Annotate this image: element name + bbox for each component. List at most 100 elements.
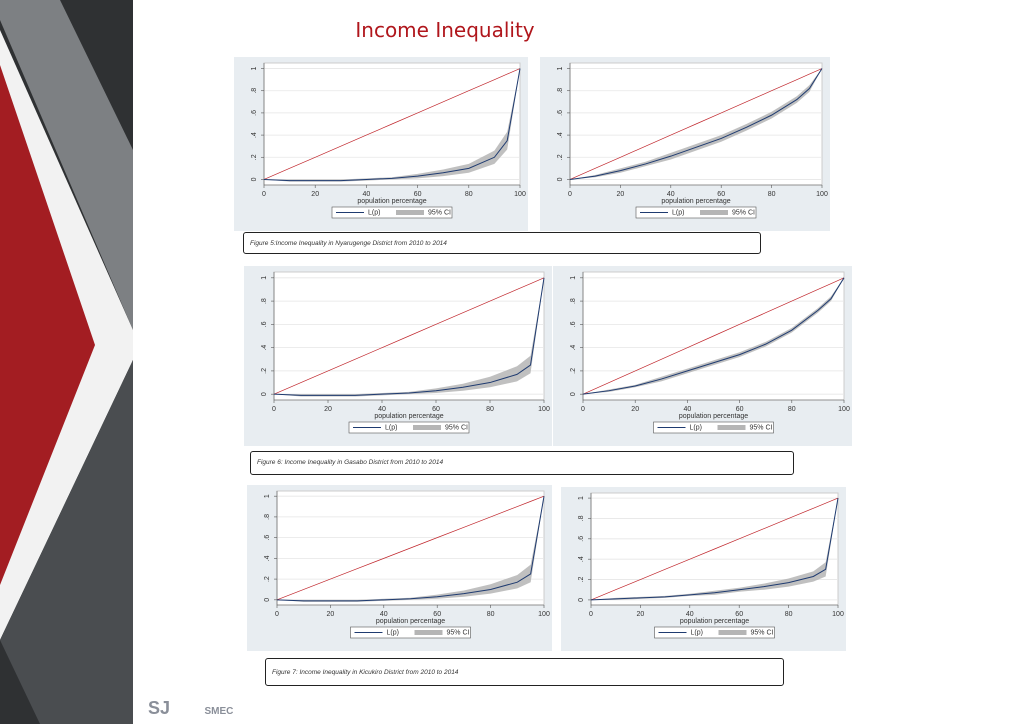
x-tick-label: 20 <box>327 611 335 618</box>
line <box>263 68 521 182</box>
line <box>590 497 839 601</box>
x-tick-label: 60 <box>717 191 725 198</box>
y-tick-label: 0 <box>578 598 585 602</box>
y-tick-label: .6 <box>570 321 577 327</box>
figure-caption: Figure 6: Income Inequality in Gasabo Di… <box>250 451 794 475</box>
x-tick-label: 60 <box>432 406 440 413</box>
logo: SJ SMEC <box>148 698 233 719</box>
legend-label: 95% CI <box>428 209 451 216</box>
x-tick-label: 0 <box>272 406 276 413</box>
x-tick-label: 20 <box>311 191 319 198</box>
y-tick-label: .2 <box>264 576 271 582</box>
figure-caption: Figure 5:Income Inequality in Nyarugenge… <box>243 232 761 254</box>
x-tick-label: 100 <box>514 191 526 198</box>
line <box>276 495 545 601</box>
legend-label: 95% CI <box>751 629 774 636</box>
y-tick-label: .8 <box>261 298 268 304</box>
chart: 0 .2 .4 .6 .8 1 0 20 40 60 80 100 population percent… <box>247 485 552 651</box>
x-axis-label: population percentage <box>679 413 748 420</box>
legend-swatch <box>413 425 441 430</box>
chart: 0 .2 .4 .6 .8 1 0 20 40 60 80 100 population percent… <box>540 57 830 231</box>
x-tick-label: 20 <box>637 611 645 618</box>
x-tick-label: 0 <box>568 191 572 198</box>
x-tick-label: 80 <box>768 191 776 198</box>
y-tick-label: 0 <box>570 392 577 396</box>
y-tick-label: 1 <box>261 276 268 280</box>
x-tick-label: 40 <box>363 191 371 198</box>
slide-title: Income Inequality <box>355 18 535 42</box>
x-tick-label: 100 <box>816 191 828 198</box>
line <box>569 68 823 180</box>
legend <box>635 206 757 219</box>
y-tick-label: 0 <box>557 177 564 181</box>
y-tick-label: .2 <box>557 154 564 160</box>
x-tick-label: 80 <box>785 611 793 618</box>
y-tick-label: .8 <box>251 88 258 94</box>
line <box>569 68 823 180</box>
y-tick-label: 0 <box>261 392 268 396</box>
x-tick-label: 100 <box>538 611 550 618</box>
y-tick-label: .2 <box>578 577 585 583</box>
x-axis-label: population percentage <box>374 413 443 420</box>
y-tick-label: .8 <box>557 88 564 94</box>
y-tick-label: 1 <box>570 276 577 280</box>
line <box>582 277 845 395</box>
legend-label: L(p) <box>368 209 380 216</box>
line <box>590 498 839 601</box>
line <box>276 496 545 602</box>
y-tick-label: .2 <box>570 368 577 374</box>
line <box>273 277 545 396</box>
y-tick-label: .8 <box>578 515 585 521</box>
x-tick-label: 0 <box>262 191 266 198</box>
x-tick-label: 60 <box>433 611 441 618</box>
x-tick-label: 0 <box>275 611 279 618</box>
x-tick-label: 20 <box>631 406 639 413</box>
x-tick-label: 100 <box>832 611 844 618</box>
y-tick-label: .4 <box>557 132 564 138</box>
y-tick-label: 1 <box>557 66 564 70</box>
y-tick-label: .4 <box>570 345 577 351</box>
y-tick-label: 0 <box>264 598 271 602</box>
chart: 0 .2 .4 .6 .8 1 0 20 40 60 80 100 population percent… <box>553 266 852 446</box>
x-tick-label: 80 <box>487 611 495 618</box>
x-tick-label: 40 <box>667 191 675 198</box>
legend <box>653 421 774 434</box>
line <box>263 68 521 180</box>
logo-left: SJ <box>148 698 171 718</box>
x-tick-label: 20 <box>324 406 332 413</box>
legend-swatch <box>414 630 443 635</box>
line <box>273 277 545 395</box>
y-tick-label: .2 <box>261 368 268 374</box>
x-tick-label: 40 <box>378 406 386 413</box>
x-tick-label: 40 <box>380 611 388 618</box>
x-axis-label: population percentage <box>357 198 426 205</box>
x-tick-label: 80 <box>465 191 473 198</box>
chart: 0 .2 .4 .6 .8 1 0 20 40 60 80 100 population percent… <box>244 266 552 446</box>
chart: 0 .2 .4 .6 .8 1 0 20 40 60 80 100 population percent… <box>561 487 846 651</box>
x-tick-label: 80 <box>788 406 796 413</box>
legend-swatch <box>396 210 424 215</box>
side-decoration <box>0 0 133 724</box>
line <box>582 277 845 395</box>
legend <box>348 421 470 434</box>
legend-label: L(p) <box>387 629 399 636</box>
x-axis-label: population percentage <box>661 198 730 205</box>
legend-label: 95% CI <box>750 424 773 431</box>
y-tick-label: .4 <box>261 345 268 351</box>
x-axis-label: population percentage <box>680 618 749 625</box>
x-axis-label: population percentage <box>376 618 445 625</box>
y-tick-label: .6 <box>261 321 268 327</box>
x-tick-label: 0 <box>589 611 593 618</box>
y-tick-label: .4 <box>578 556 585 562</box>
legend <box>350 626 471 639</box>
legend-swatch <box>718 630 747 635</box>
logo-right: SMEC <box>204 706 234 717</box>
legend-swatch <box>717 425 746 430</box>
legend-label: L(p) <box>690 424 702 431</box>
x-tick-label: 100 <box>538 406 550 413</box>
y-tick-label: 1 <box>578 496 585 500</box>
x-tick-label: 60 <box>736 406 744 413</box>
y-tick-label: 0 <box>251 177 258 181</box>
y-tick-label: .4 <box>264 555 271 561</box>
